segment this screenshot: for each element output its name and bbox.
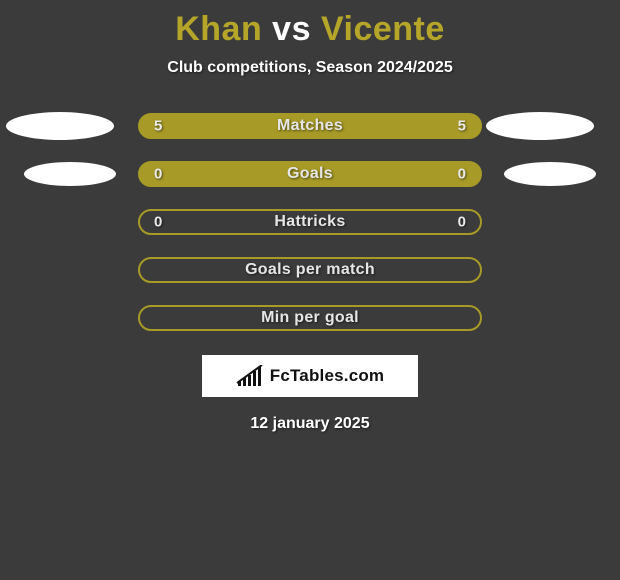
stat-label: Goals bbox=[287, 165, 333, 183]
stat-label: Matches bbox=[277, 117, 343, 135]
stat-label: Min per goal bbox=[261, 309, 359, 327]
stat-value-right: 5 bbox=[458, 118, 466, 135]
stat-rows: 5 Matches 5 0 Goals 0 0 Hattricks 0 Goals per mat… bbox=[0, 113, 620, 331]
stat-value-right: 0 bbox=[458, 166, 466, 183]
stat-bar: 0 Goals 0 bbox=[138, 161, 482, 187]
stat-row: 0 Hattricks 0 bbox=[0, 209, 620, 235]
side-ellipse bbox=[24, 162, 116, 186]
title-left: Khan bbox=[175, 10, 262, 48]
stat-label: Goals per match bbox=[245, 261, 375, 279]
stat-bar: 0 Hattricks 0 bbox=[138, 209, 482, 235]
stat-bar: Goals per match bbox=[138, 257, 482, 283]
stat-bar: Min per goal bbox=[138, 305, 482, 331]
stat-row: 0 Goals 0 bbox=[0, 161, 620, 187]
date-text: 12 january 2025 bbox=[0, 415, 620, 433]
footer-badge: FcTables.com bbox=[202, 355, 418, 397]
stat-row: Goals per match bbox=[0, 257, 620, 283]
page-title: Khan vs Vicente bbox=[0, 0, 620, 49]
subtitle: Club competitions, Season 2024/2025 bbox=[0, 59, 620, 77]
stat-value-left: 0 bbox=[154, 166, 162, 183]
title-middle: vs bbox=[262, 10, 321, 48]
stat-value-left: 0 bbox=[154, 214, 162, 231]
side-ellipse bbox=[504, 162, 596, 186]
title-right: Vicente bbox=[321, 10, 445, 48]
stat-row: Min per goal bbox=[0, 305, 620, 331]
bars-icon bbox=[236, 365, 264, 387]
stat-bar: 5 Matches 5 bbox=[138, 113, 482, 139]
side-ellipse bbox=[6, 112, 114, 140]
stat-value-right: 0 bbox=[458, 214, 466, 231]
stat-row: 5 Matches 5 bbox=[0, 113, 620, 139]
stat-label: Hattricks bbox=[274, 213, 345, 231]
side-ellipse bbox=[486, 112, 594, 140]
footer-logo-text: FcTables.com bbox=[270, 366, 385, 386]
stat-value-left: 5 bbox=[154, 118, 162, 135]
